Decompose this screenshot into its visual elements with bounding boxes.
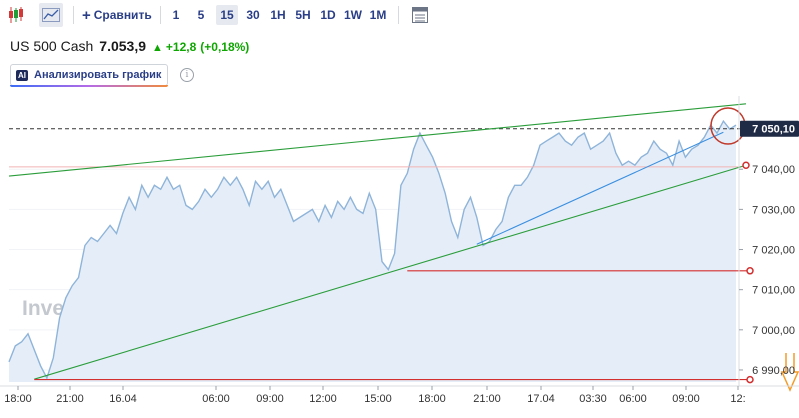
- y-tick-label: 7 000,00: [752, 325, 795, 337]
- y-tick-label: 7 030,00: [752, 204, 795, 216]
- x-tick-label: 06:00: [619, 393, 647, 405]
- trendline-end-marker: [742, 161, 750, 169]
- instrument-header: US 500 Cash 7.053,9 ▲ +12,8 (+0,18%): [10, 38, 249, 58]
- down-arrow-icon: [780, 353, 799, 392]
- price-levels: [34, 267, 754, 384]
- trendline: [8, 103, 747, 177]
- timeframe-15[interactable]: 15: [216, 5, 238, 25]
- timeframe-30[interactable]: 30: [246, 8, 260, 22]
- x-tick-label: 21:00: [56, 393, 84, 405]
- price-change-percent: (+0,18%): [200, 40, 250, 54]
- toolbar-divider: [160, 6, 161, 24]
- x-tick-label: 06:00: [202, 393, 230, 405]
- up-arrow-icon: ▲: [152, 42, 163, 54]
- y-tick-label: 7 020,00: [752, 245, 795, 257]
- price-level-marker: [746, 267, 754, 275]
- timeframe-1w[interactable]: 1W: [344, 8, 362, 22]
- price-chart[interactable]: Investing.com 7 040,007 030,007 020,007 …: [0, 96, 799, 418]
- timeframe-5h[interactable]: 5H: [295, 8, 311, 22]
- y-tick-label: 7 040,00: [752, 164, 795, 176]
- price-line: [8, 119, 737, 380]
- chart-toolbar: + Сравнить 1 5 15 30 1H 5H 1D 1W 1M: [0, 0, 799, 30]
- last-price-box: [740, 120, 799, 137]
- x-tick-label: 12:00: [309, 393, 337, 405]
- toolbar-divider: [398, 6, 399, 24]
- trendline: [476, 131, 724, 245]
- compare-button[interactable]: + Сравнить: [80, 5, 154, 25]
- x-tick-label: 09:00: [672, 393, 700, 405]
- horizontal-lines: [9, 128, 740, 168]
- price-level-marker: [746, 375, 754, 384]
- trendlines: [8, 103, 750, 380]
- timeframe-5[interactable]: 5: [197, 8, 205, 22]
- x-tick-label: 16.04: [109, 393, 137, 405]
- info-icon[interactable]: i: [180, 68, 194, 82]
- x-tick-label: 18:00: [418, 393, 446, 405]
- timeframe-1m[interactable]: 1M: [369, 8, 387, 22]
- candlestick-icon[interactable]: [6, 3, 26, 27]
- x-tick-label: 18:00: [4, 393, 32, 405]
- axes: 7 040,00 7 030,00 7 020,00 7 010,00 7 000,00…: [0, 96, 799, 405]
- instrument-name: US 500 Cash: [10, 38, 94, 54]
- last-price-label: 7 050,10: [752, 124, 795, 136]
- price-area: [8, 119, 737, 382]
- analyze-chart-button[interactable]: AI Анализировать график: [10, 64, 169, 87]
- ai-badge: AI: [16, 69, 28, 81]
- table-view-icon[interactable]: [409, 3, 431, 27]
- analyze-chart-label: Анализировать график: [34, 69, 162, 81]
- x-tick-label: 09:00: [256, 393, 284, 405]
- x-tick-label: 12:: [730, 393, 745, 405]
- y-tick-label: 6 990,00: [752, 365, 795, 377]
- x-tick-label: 21:00: [473, 393, 501, 405]
- trendline: [34, 164, 747, 380]
- plus-icon: +: [82, 6, 91, 24]
- x-tick-label: 17.04: [527, 393, 555, 405]
- x-tick-label: 15:00: [364, 393, 392, 405]
- timeframe-1h[interactable]: 1H: [270, 8, 286, 22]
- last-price: 7.053,9: [99, 38, 146, 54]
- compare-label: Сравнить: [93, 8, 152, 22]
- price-change: +12,8: [165, 40, 197, 54]
- timeframe-1d[interactable]: 1D: [320, 8, 336, 22]
- timeframe-1[interactable]: 1: [172, 8, 180, 22]
- price-area-fill: [9, 121, 736, 382]
- x-tick-label: 03:30: [579, 393, 607, 405]
- area-chart-icon[interactable]: [39, 3, 63, 27]
- toolbar-divider: [73, 6, 74, 24]
- y-tick-label: 7 010,00: [752, 285, 795, 297]
